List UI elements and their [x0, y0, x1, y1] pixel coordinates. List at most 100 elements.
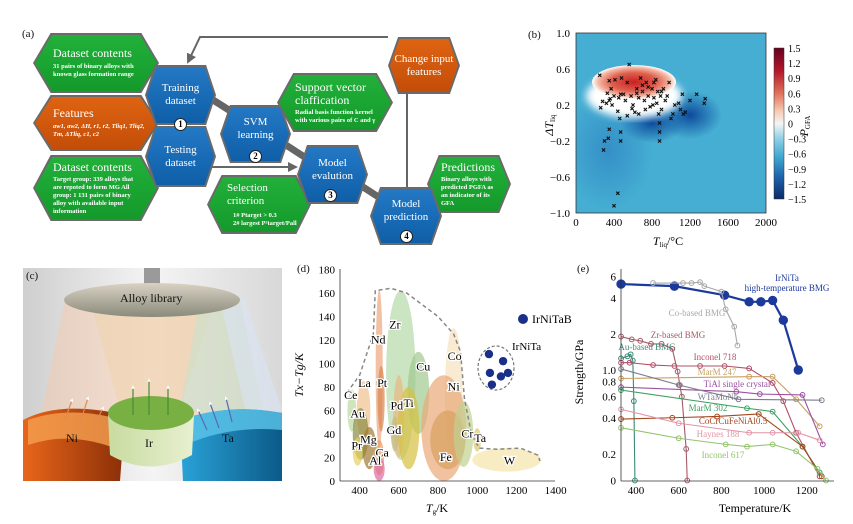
criterion-1: 1# Ptarget > 0.3 [233, 211, 277, 219]
scatter-point [612, 94, 616, 98]
feedback-arrow [186, 36, 388, 64]
y-axis-label: Tx−Tg/K [292, 352, 306, 397]
scatter-point [670, 112, 675, 116]
y-tick-label: 0 [330, 476, 336, 488]
series-point [799, 392, 806, 398]
colorbar-tick-label: −1.2 [788, 180, 806, 191]
scatter-point [617, 116, 622, 121]
y-tick-label: −0.2 [550, 136, 570, 148]
series-point [658, 341, 665, 347]
x-tick-label: 800 [713, 485, 730, 497]
series-line [620, 336, 688, 481]
scatter-point [625, 113, 630, 118]
colorbar-tick-label: 0.3 [788, 104, 801, 115]
y-tick-label: 0.2 [556, 100, 570, 112]
series-point [769, 373, 776, 380]
x-tick-label: 400 [606, 217, 623, 229]
heatmap [576, 33, 766, 213]
x-tick-label: 1000 [753, 485, 776, 497]
y-tick-label: 0.6 [602, 392, 616, 404]
colorbar-tick-label: −0.3 [788, 135, 806, 146]
scatter-point [612, 77, 617, 82]
annotation-irnita: IrNiTa [512, 341, 541, 353]
scatter-point [607, 127, 612, 132]
dashed-boundary [346, 287, 541, 462]
x-tick-label: 2000 [755, 217, 778, 229]
ir-label: Ir [145, 436, 153, 450]
colorbar [773, 47, 785, 200]
series-point [669, 281, 680, 291]
series-label: Inconel 617 [702, 450, 745, 460]
series-point [744, 405, 750, 412]
region-label-nd: Nd [371, 333, 386, 347]
series-point [816, 423, 823, 430]
series-point [799, 443, 806, 450]
scatter-point [615, 191, 620, 196]
series-label: Co-based BMG [669, 308, 726, 318]
series-line [620, 408, 820, 441]
step-badge-1: 1 [174, 118, 187, 131]
scatter-point [646, 94, 651, 98]
series-label: MarM 302 [689, 403, 728, 413]
scatter-point [657, 121, 662, 125]
x-tick-label: 0 [573, 217, 579, 229]
colorbar-tick-label: −1.5 [788, 195, 806, 206]
series-point [650, 362, 656, 368]
series-point [714, 413, 721, 420]
region-label-w: W [504, 454, 516, 468]
scatter-point [602, 139, 607, 143]
series-point [671, 363, 678, 369]
scatter-point [702, 101, 707, 106]
series-point [769, 429, 776, 436]
scatter-point [598, 105, 603, 110]
scatter-point [643, 107, 648, 112]
scatter-point [644, 80, 649, 85]
region-label-cu: Cu [416, 360, 430, 374]
x-tick-label: 1400 [545, 485, 568, 497]
step-badge-3: 3 [324, 189, 337, 202]
scatter-point [640, 89, 645, 94]
y-tick-label: 6 [611, 272, 617, 284]
x-axis-label: Tg/K [426, 501, 449, 516]
scatter-point [638, 76, 643, 80]
scatter-point [688, 98, 692, 103]
series-point [793, 396, 800, 403]
y-tick-label: 140 [319, 312, 336, 324]
x-tick-label: 800 [430, 485, 447, 497]
series-point [744, 297, 754, 307]
scatter-point [680, 92, 685, 97]
irnita-point [485, 368, 495, 378]
y-axis-label: Strength/GPa [572, 339, 586, 404]
dataset-contents-box-2: Dataset contents Target group: 339 alloy… [33, 155, 159, 221]
region-pt [377, 365, 385, 432]
dataset-contents-box-1: Dataset contents 31 pairs of binary allo… [33, 33, 159, 93]
y-tick-label: −1.0 [550, 208, 570, 220]
series-point [735, 396, 742, 403]
region-label-ca: Ca [375, 445, 389, 459]
y-tick-label: 0 [611, 475, 617, 487]
box-text: aw1, aw2, ΔH, r1, r2, Tliq1, Tliq2, Tm, … [53, 123, 145, 138]
box-text: Model prediction [383, 198, 429, 223]
region-w [472, 448, 541, 472]
series-point [626, 359, 633, 366]
irnita-cluster-outline [477, 345, 515, 391]
scatter-point [646, 85, 651, 89]
series-point [733, 388, 740, 395]
legend-marker-irnitab [518, 314, 528, 324]
region-ta [473, 428, 482, 452]
series-point [650, 280, 656, 286]
scatter-point [640, 83, 645, 88]
scatter-point [648, 104, 653, 109]
colorbar-tick-label: −0.6 [788, 150, 806, 161]
region-label-al: Al [369, 454, 382, 468]
series-label: Haynes 188 [697, 429, 740, 439]
series-point [627, 351, 634, 358]
series-point [697, 279, 703, 286]
support-vector-box: Support vector claffication Radial basis… [277, 73, 393, 132]
scatter-point [607, 78, 612, 83]
region-label-pr: Pr [351, 438, 362, 452]
y-tick-label: 80 [324, 382, 336, 394]
box-title: Selection criterion [227, 181, 268, 207]
series-label: MarM 247 [698, 367, 737, 377]
